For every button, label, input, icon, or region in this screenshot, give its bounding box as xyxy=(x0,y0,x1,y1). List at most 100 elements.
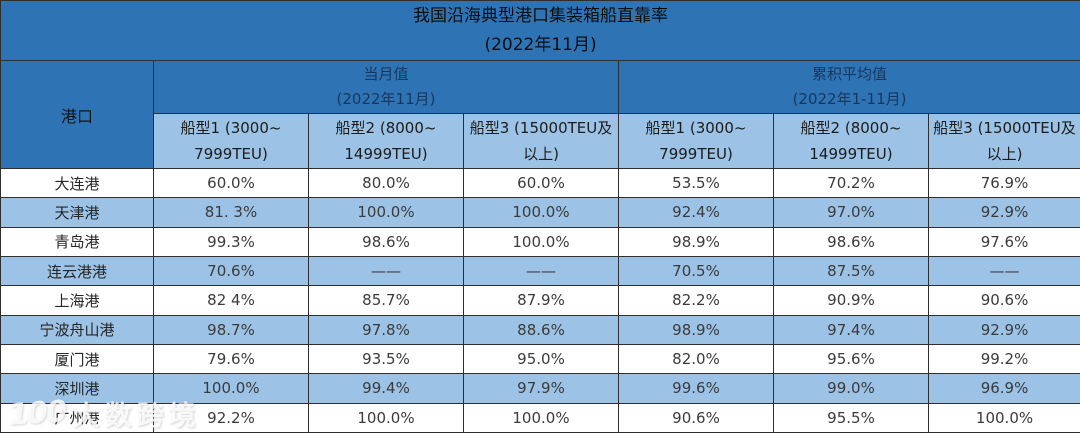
value-cell: 99.3% xyxy=(153,226,309,257)
port-name: 上海港 xyxy=(0,285,154,316)
value-cell: —— xyxy=(308,255,464,287)
value-cell: 100.0% xyxy=(463,197,619,228)
value-cell: 98.7% xyxy=(153,314,309,345)
port-name: 深圳港 xyxy=(0,373,154,404)
value-cell: 100.0% xyxy=(463,226,619,257)
value-cell: 92.4% xyxy=(618,197,774,228)
value-cell: 96.9% xyxy=(927,373,1080,404)
group-header-row: 港口 当月值 (2022年11月) 累积平均值 (2022年1-11月) xyxy=(0,60,1080,169)
value-cell: 98.6% xyxy=(773,226,929,257)
value-cell: 53.5% xyxy=(618,167,774,199)
port-name: 青岛港 xyxy=(0,226,154,257)
value-cell: 100.0% xyxy=(308,197,464,228)
value-cell: 92.2% xyxy=(153,402,309,434)
ship-type2-cumulative-line1: 船型2 (8000~ xyxy=(800,119,902,137)
value-cell: 95.6% xyxy=(773,343,929,375)
ship-type1-current-line2: 7999TEU) xyxy=(194,145,268,163)
table-row-dalian: 大连港 60.0% 80.0% 60.0% 53.5% 70.2% 76.9% xyxy=(0,167,1080,199)
table-row-guangzhou: 广州港 92.2% 100.0% 100.0% 90.6% 95.5% 100.… xyxy=(0,402,1080,434)
value-cell: 81. 3% xyxy=(153,197,309,228)
value-cell: 70.6% xyxy=(153,255,309,287)
value-cell: 98.9% xyxy=(618,226,774,257)
value-cell: 97.9% xyxy=(463,373,619,404)
value-cell: 60.0% xyxy=(153,167,309,199)
table-row-tianjin: 天津港 81. 3% 100.0% 100.0% 92.4% 97.0% 92.… xyxy=(0,197,1080,228)
table-row-shenzhen: 深圳港 100.0% 99.4% 97.9% 99.6% 99.0% 96.9% xyxy=(0,373,1080,404)
port-name: 连云港港 xyxy=(0,255,154,287)
title-line1: 我国沿海典型港口集装箱船直靠率 xyxy=(413,5,669,26)
value-cell: 98.6% xyxy=(308,226,464,257)
ship-type2-current-line2: 14999TEU) xyxy=(344,145,428,163)
port-column-header: 港口 xyxy=(0,60,154,169)
value-cell: 99.0% xyxy=(773,373,929,404)
ship-type-header-row: 船型1 (3000~ 7999TEU) 船型2 (8000~ 14999TEU)… xyxy=(1,113,1080,169)
value-cell: 87.9% xyxy=(463,285,619,316)
value-cell: 92.9% xyxy=(927,197,1080,228)
ship-type3-current-line2: 以上) xyxy=(523,145,559,163)
group-header-cumulative-average: 累积平均值 (2022年1-11月) xyxy=(617,60,1080,114)
value-cell: 93.5% xyxy=(308,343,464,375)
ship-type1-cumulative-line1: 船型1 (3000~ xyxy=(645,119,747,137)
table-row-xiamen: 厦门港 79.6% 93.5% 95.0% 82.0% 95.6% 99.2% xyxy=(0,343,1080,375)
value-cell: 90.6% xyxy=(927,285,1080,316)
ship-type3-cumulative-line1: 船型3 (15000TEU及 xyxy=(933,119,1076,137)
value-cell: 99.4% xyxy=(308,373,464,404)
table-row-lianyungang: 连云港港 70.6% —— —— 70.5% 87.5% —— xyxy=(0,255,1080,287)
value-cell: 97.6% xyxy=(927,226,1080,257)
value-cell: 97.4% xyxy=(773,314,929,345)
group1-period: (2022年11月) xyxy=(336,90,436,108)
value-cell: 79.6% xyxy=(153,343,309,375)
title-line2: (2022年11月) xyxy=(484,34,597,55)
value-cell: —— xyxy=(927,255,1080,287)
port-name: 厦门港 xyxy=(0,343,154,375)
table-row-shanghai: 上海港 82 4% 85.7% 87.9% 82.2% 90.9% 90.6% xyxy=(0,285,1080,316)
value-cell: 100.0% xyxy=(463,402,619,434)
ship-type1-cumulative-line2: 7999TEU) xyxy=(659,145,733,163)
value-cell: 99.6% xyxy=(618,373,774,404)
port-name: 天津港 xyxy=(0,197,154,228)
ship-type3-current-header: 船型3 (15000TEU及 以上) xyxy=(463,113,619,169)
value-cell: 92.9% xyxy=(927,314,1080,345)
ship-type2-current-line1: 船型2 (8000~ xyxy=(335,119,437,137)
value-cell: 88.6% xyxy=(463,314,619,345)
ship-type1-cumulative-header: 船型1 (3000~ 7999TEU) xyxy=(618,113,774,169)
title-row: 我国沿海典型港口集装箱船直靠率 (2022年11月) xyxy=(0,0,1080,61)
port-name: 宁波舟山港 xyxy=(0,314,154,345)
ship-type3-cumulative-line2: 以上) xyxy=(986,145,1023,163)
value-cell: 95.0% xyxy=(463,343,619,375)
ship-type2-current-header: 船型2 (8000~ 14999TEU) xyxy=(308,113,464,169)
value-cell: 85.7% xyxy=(308,285,464,316)
port-name: 大连港 xyxy=(0,167,154,199)
ship-type2-cumulative-line2: 14999TEU) xyxy=(809,145,893,163)
value-cell: 70.2% xyxy=(773,167,929,199)
table-row-qingdao: 青岛港 99.3% 98.6% 100.0% 98.9% 98.6% 97.6% xyxy=(0,226,1080,257)
group2-period: (2022年1-11月) xyxy=(792,90,907,108)
value-cell: 100.0% xyxy=(153,373,309,404)
value-cell: 100.0% xyxy=(308,402,464,434)
value-cell: 98.9% xyxy=(618,314,774,345)
value-cell: 87.5% xyxy=(773,255,929,287)
table-row-ningbo-zhoushan: 宁波舟山港 98.7% 97.8% 88.6% 98.9% 97.4% 92.9… xyxy=(0,314,1080,345)
value-cell: 60.0% xyxy=(463,167,619,199)
value-cell: 76.9% xyxy=(927,167,1080,199)
ship-type3-cumulative-header: 船型3 (15000TEU及 以上) xyxy=(927,113,1080,169)
ship-type1-current-header: 船型1 (3000~ 7999TEU) xyxy=(153,113,309,169)
ship-type2-cumulative-header: 船型2 (8000~ 14999TEU) xyxy=(773,113,929,169)
value-cell: —— xyxy=(463,255,619,287)
value-cell: 80.0% xyxy=(308,167,464,199)
value-cell: 100.0% xyxy=(927,402,1080,434)
group1-label: 当月值 xyxy=(363,65,409,83)
value-cell: 99.2% xyxy=(927,343,1080,375)
port-name: 广州港 xyxy=(0,402,154,434)
value-cell: 97.0% xyxy=(773,197,929,228)
group-header-current-month: 当月值 (2022年11月) xyxy=(153,60,619,114)
value-cell: 90.9% xyxy=(773,285,929,316)
ship-type3-current-line1: 船型3 (15000TEU及 xyxy=(469,119,613,137)
value-cell: 95.5% xyxy=(773,402,929,434)
value-cell: 82.2% xyxy=(618,285,774,316)
group2-label: 累积平均值 xyxy=(812,65,888,83)
ship-type1-current-line1: 船型1 (3000~ xyxy=(180,119,282,137)
value-cell: 70.5% xyxy=(618,255,774,287)
